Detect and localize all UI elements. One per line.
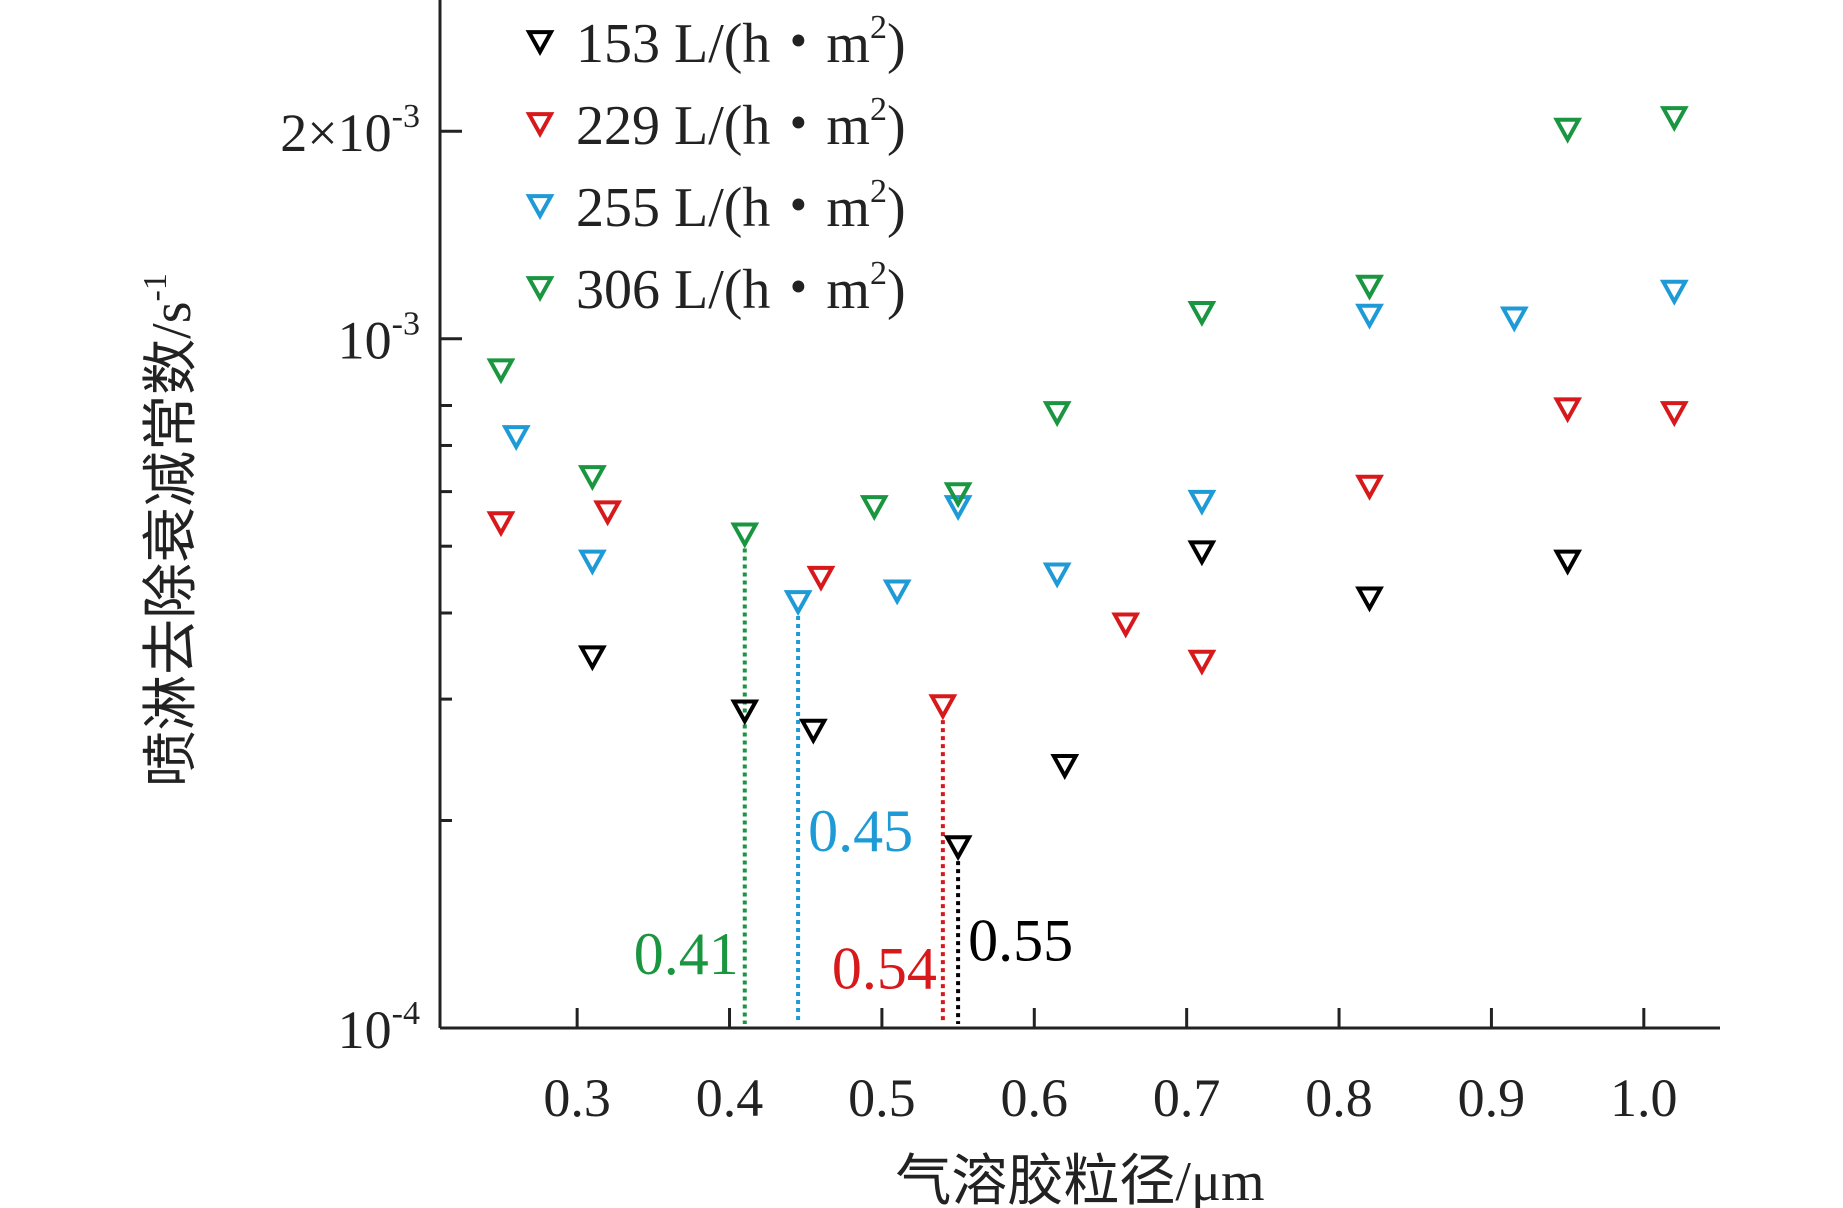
data-point	[1659, 279, 1689, 306]
x-tick-label: 0.7	[1153, 1068, 1221, 1128]
data-point	[882, 579, 912, 606]
data-point	[1187, 489, 1217, 516]
data-point	[1355, 274, 1384, 301]
y-axis-label: 喷淋去除衰减常数/s-1	[137, 273, 203, 787]
data-point	[1355, 474, 1384, 501]
data-point	[943, 495, 973, 521]
data-point	[783, 590, 813, 616]
annotation-label: 0.45	[808, 798, 913, 864]
points-layer	[486, 106, 1689, 862]
legend-marker	[525, 112, 555, 139]
data-point	[1187, 649, 1217, 676]
x-tick-label: 0.8	[1305, 1068, 1373, 1128]
data-point	[577, 465, 607, 492]
data-point	[859, 495, 889, 521]
data-point	[1355, 303, 1384, 330]
data-point	[1355, 586, 1384, 613]
data-point	[1553, 549, 1583, 576]
annotation-label: 0.55	[968, 907, 1073, 973]
data-point	[1042, 562, 1072, 589]
data-point	[943, 835, 973, 862]
data-point	[730, 522, 760, 549]
x-tick-label: 0.5	[848, 1068, 916, 1128]
data-point	[730, 699, 760, 726]
data-point	[486, 358, 516, 385]
axes-layer: 0.3 0.4 0.5 0.6 0.7 0.8 0.9 1.0 10-4 10-3 2×10-3	[280, 0, 1720, 1128]
legend-label: 255 L/(h・m2)	[576, 173, 906, 239]
data-point	[1659, 106, 1689, 133]
data-point	[1187, 540, 1217, 567]
x-tick-label: 0.3	[543, 1068, 611, 1128]
x-axis-label: 气溶胶粒径/μm	[895, 1151, 1264, 1208]
data-point	[798, 718, 828, 745]
legend: 153 L/(h・m2) 229 L/(h・m2) 255 L/(h・m2) 306 …	[525, 9, 906, 321]
legend-label: 306 L/(h・m2)	[576, 255, 906, 321]
y-tick-label: 10-3	[338, 306, 420, 371]
data-point	[593, 500, 623, 527]
data-point	[1111, 612, 1141, 639]
x-tick-label: 0.6	[1001, 1068, 1069, 1128]
annotations-layer: 0.41 0.45 0.54 0.55	[634, 548, 1073, 1024]
legend-label: 153 L/(h・m2)	[576, 9, 906, 75]
data-point	[806, 565, 836, 592]
y-axis-label-main: 喷淋去除衰减常数/s	[141, 301, 203, 786]
legend-marker	[525, 194, 555, 221]
data-point	[1659, 401, 1689, 428]
x-tick-label: 0.9	[1458, 1068, 1526, 1128]
data-point	[1187, 300, 1217, 327]
data-point	[1499, 306, 1529, 333]
annotation-label: 0.41	[634, 921, 739, 987]
x-tick-label: 1.0	[1610, 1068, 1678, 1128]
data-point	[501, 425, 531, 452]
data-point	[1050, 754, 1080, 780]
data-point	[1042, 401, 1072, 428]
data-point	[928, 694, 958, 721]
data-point	[486, 511, 516, 538]
x-tick-label: 0.4	[696, 1068, 764, 1128]
legend-marker	[525, 276, 555, 303]
legend-marker	[525, 30, 555, 57]
data-point	[577, 645, 607, 672]
data-point	[1553, 397, 1583, 424]
data-point	[577, 549, 607, 576]
y-axis-label-sup: -1	[137, 273, 174, 301]
data-point	[943, 482, 973, 509]
annotation-label: 0.54	[832, 935, 937, 1001]
y-tick-label: 2×10-3	[280, 98, 420, 163]
data-point	[1553, 117, 1583, 144]
legend-label: 229 L/(h・m2)	[576, 91, 906, 157]
y-tick-label: 10-4	[338, 995, 420, 1060]
